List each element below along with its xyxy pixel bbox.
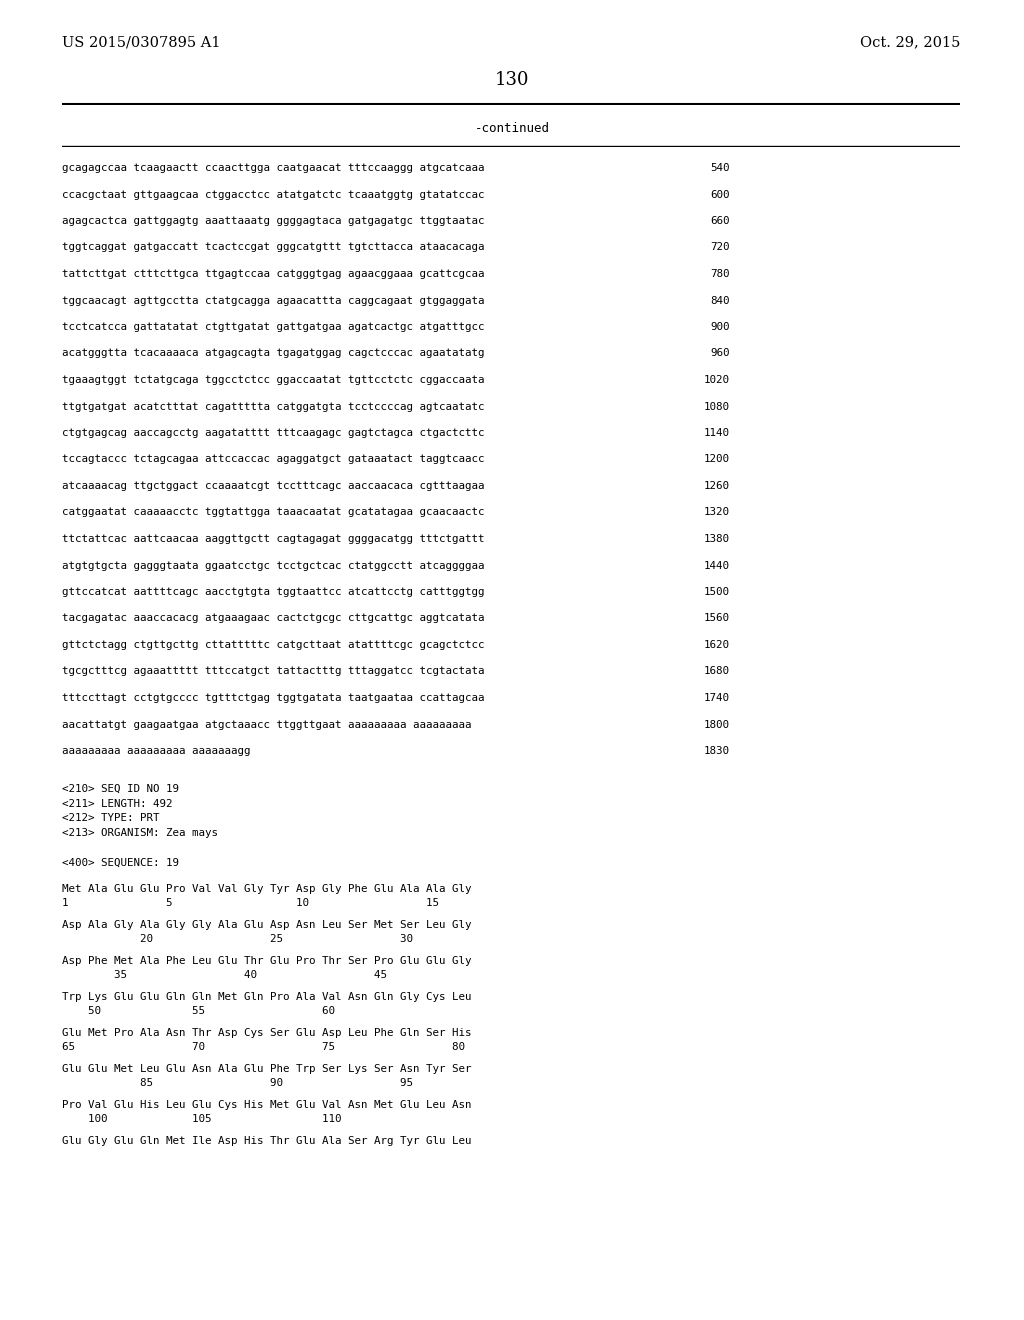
Text: 960: 960 [711, 348, 730, 359]
Text: catggaatat caaaaacctc tggtattgga taaacaatat gcatatagaa gcaacaactc: catggaatat caaaaacctc tggtattgga taaacaa… [62, 507, 484, 517]
Text: 35                  40                  45: 35 40 45 [62, 969, 387, 979]
Text: tgaaagtggt tctatgcaga tggcctctcc ggaccaatat tgttcctctc cggaccaata: tgaaagtggt tctatgcaga tggcctctcc ggaccaa… [62, 375, 484, 385]
Text: 1320: 1320 [705, 507, 730, 517]
Text: 1800: 1800 [705, 719, 730, 730]
Text: 50              55                  60: 50 55 60 [62, 1006, 335, 1015]
Text: 840: 840 [711, 296, 730, 305]
Text: tggcaacagt agttgcctta ctatgcagga agaacattta caggcagaat gtggaggata: tggcaacagt agttgcctta ctatgcagga agaacat… [62, 296, 484, 305]
Text: 600: 600 [711, 190, 730, 199]
Text: gttctctagg ctgttgcttg cttatttttc catgcttaat atattttcgc gcagctctcc: gttctctagg ctgttgcttg cttatttttc catgctt… [62, 640, 484, 649]
Text: aaaaaaaaa aaaaaaaaa aaaaaaagg: aaaaaaaaa aaaaaaaaa aaaaaaagg [62, 746, 251, 756]
Text: aacattatgt gaagaatgaa atgctaaacc ttggttgaat aaaaaaaaa aaaaaaaaa: aacattatgt gaagaatgaa atgctaaacc ttggttg… [62, 719, 471, 730]
Text: 1               5                   10                  15: 1 5 10 15 [62, 898, 439, 908]
Text: <400> SEQUENCE: 19: <400> SEQUENCE: 19 [62, 858, 179, 869]
Text: 65                  70                  75                  80: 65 70 75 80 [62, 1041, 465, 1052]
Text: Oct. 29, 2015: Oct. 29, 2015 [859, 36, 961, 49]
Text: 1740: 1740 [705, 693, 730, 704]
Text: atcaaaacag ttgctggact ccaaaatcgt tcctttcagc aaccaacaca cgtttaagaa: atcaaaacag ttgctggact ccaaaatcgt tcctttc… [62, 480, 484, 491]
Text: Pro Val Glu His Leu Glu Cys His Met Glu Val Asn Met Glu Leu Asn: Pro Val Glu His Leu Glu Cys His Met Glu … [62, 1100, 471, 1110]
Text: 1080: 1080 [705, 401, 730, 412]
Text: Asp Phe Met Ala Phe Leu Glu Thr Glu Pro Thr Ser Pro Glu Glu Gly: Asp Phe Met Ala Phe Leu Glu Thr Glu Pro … [62, 956, 471, 966]
Text: tggtcaggat gatgaccatt tcactccgat gggcatgttt tgtcttacca ataacacaga: tggtcaggat gatgaccatt tcactccgat gggcatg… [62, 243, 484, 252]
Text: 720: 720 [711, 243, 730, 252]
Text: atgtgtgcta gagggtaata ggaatcctgc tcctgctcac ctatggcctt atcaggggaa: atgtgtgcta gagggtaata ggaatcctgc tcctgct… [62, 561, 484, 570]
Text: <210> SEQ ID NO 19: <210> SEQ ID NO 19 [62, 784, 179, 795]
Text: 100             105                 110: 100 105 110 [62, 1114, 341, 1123]
Text: 1140: 1140 [705, 428, 730, 438]
Text: 540: 540 [711, 162, 730, 173]
Text: 1500: 1500 [705, 587, 730, 597]
Text: Met Ala Glu Glu Pro Val Val Gly Tyr Asp Gly Phe Glu Ala Ala Gly: Met Ala Glu Glu Pro Val Val Gly Tyr Asp … [62, 884, 471, 894]
Text: agagcactca gattggagtg aaattaaatg ggggagtaca gatgagatgc ttggtaatac: agagcactca gattggagtg aaattaaatg ggggagt… [62, 216, 484, 226]
Text: US 2015/0307895 A1: US 2015/0307895 A1 [62, 36, 220, 49]
Text: -continued: -continued [474, 121, 550, 135]
Text: tcctcatcca gattatatat ctgttgatat gattgatgaa agatcactgc atgatttgcc: tcctcatcca gattatatat ctgttgatat gattgat… [62, 322, 484, 333]
Text: tttccttagt cctgtgcccc tgtttctgag tggtgatata taatgaataa ccattagcaa: tttccttagt cctgtgcccc tgtttctgag tggtgat… [62, 693, 484, 704]
Text: tccagtaccc tctagcagaa attccaccac agaggatgct gataaatact taggtcaacc: tccagtaccc tctagcagaa attccaccac agaggat… [62, 454, 484, 465]
Text: 660: 660 [711, 216, 730, 226]
Text: tattcttgat ctttcttgca ttgagtccaa catgggtgag agaacggaaa gcattcgcaa: tattcttgat ctttcttgca ttgagtccaa catgggt… [62, 269, 484, 279]
Text: 85                  90                  95: 85 90 95 [62, 1077, 413, 1088]
Text: 1620: 1620 [705, 640, 730, 649]
Text: 130: 130 [495, 71, 529, 88]
Text: 1380: 1380 [705, 535, 730, 544]
Text: 900: 900 [711, 322, 730, 333]
Text: <213> ORGANISM: Zea mays: <213> ORGANISM: Zea mays [62, 828, 218, 837]
Text: 780: 780 [711, 269, 730, 279]
Text: 1260: 1260 [705, 480, 730, 491]
Text: tacgagatac aaaccacacg atgaaagaac cactctgcgc cttgcattgc aggtcatata: tacgagatac aaaccacacg atgaaagaac cactctg… [62, 614, 484, 623]
Text: 1680: 1680 [705, 667, 730, 676]
Text: Asp Ala Gly Ala Gly Gly Ala Glu Asp Asn Leu Ser Met Ser Leu Gly: Asp Ala Gly Ala Gly Gly Ala Glu Asp Asn … [62, 920, 471, 931]
Text: gcagagccaa tcaagaactt ccaacttgga caatgaacat tttccaaggg atgcatcaaa: gcagagccaa tcaagaactt ccaacttgga caatgaa… [62, 162, 484, 173]
Text: ccacgctaat gttgaagcaa ctggacctcc atatgatctc tcaaatggtg gtatatccac: ccacgctaat gttgaagcaa ctggacctcc atatgat… [62, 190, 484, 199]
Text: 1440: 1440 [705, 561, 730, 570]
Text: Glu Glu Met Leu Glu Asn Ala Glu Phe Trp Ser Lys Ser Asn Tyr Ser: Glu Glu Met Leu Glu Asn Ala Glu Phe Trp … [62, 1064, 471, 1074]
Text: tgcgctttcg agaaattttt tttccatgct tattactttg tttaggatcc tcgtactata: tgcgctttcg agaaattttt tttccatgct tattact… [62, 667, 484, 676]
Text: acatgggtta tcacaaaaca atgagcagta tgagatggag cagctcccac agaatatatg: acatgggtta tcacaaaaca atgagcagta tgagatg… [62, 348, 484, 359]
Text: 20                  25                  30: 20 25 30 [62, 933, 413, 944]
Text: Trp Lys Glu Glu Gln Gln Met Gln Pro Ala Val Asn Gln Gly Cys Leu: Trp Lys Glu Glu Gln Gln Met Gln Pro Ala … [62, 993, 471, 1002]
Text: <211> LENGTH: 492: <211> LENGTH: 492 [62, 799, 172, 808]
Text: ttgtgatgat acatctttat cagattttta catggatgta tcctccccag agtcaatatc: ttgtgatgat acatctttat cagattttta catggat… [62, 401, 484, 412]
Text: 1830: 1830 [705, 746, 730, 756]
Text: Glu Met Pro Ala Asn Thr Asp Cys Ser Glu Asp Leu Phe Gln Ser His: Glu Met Pro Ala Asn Thr Asp Cys Ser Glu … [62, 1028, 471, 1038]
Text: 1020: 1020 [705, 375, 730, 385]
Text: <212> TYPE: PRT: <212> TYPE: PRT [62, 813, 160, 822]
Text: ttctattcac aattcaacaa aaggttgctt cagtagagat ggggacatgg tttctgattt: ttctattcac aattcaacaa aaggttgctt cagtaga… [62, 535, 484, 544]
Text: 1560: 1560 [705, 614, 730, 623]
Text: 1200: 1200 [705, 454, 730, 465]
Text: ctgtgagcag aaccagcctg aagatatttt tttcaagagc gagtctagca ctgactcttc: ctgtgagcag aaccagcctg aagatatttt tttcaag… [62, 428, 484, 438]
Text: gttccatcat aattttcagc aacctgtgta tggtaattcc atcattcctg catttggtgg: gttccatcat aattttcagc aacctgtgta tggtaat… [62, 587, 484, 597]
Text: Glu Gly Glu Gln Met Ile Asp His Thr Glu Ala Ser Arg Tyr Glu Leu: Glu Gly Glu Gln Met Ile Asp His Thr Glu … [62, 1137, 471, 1146]
